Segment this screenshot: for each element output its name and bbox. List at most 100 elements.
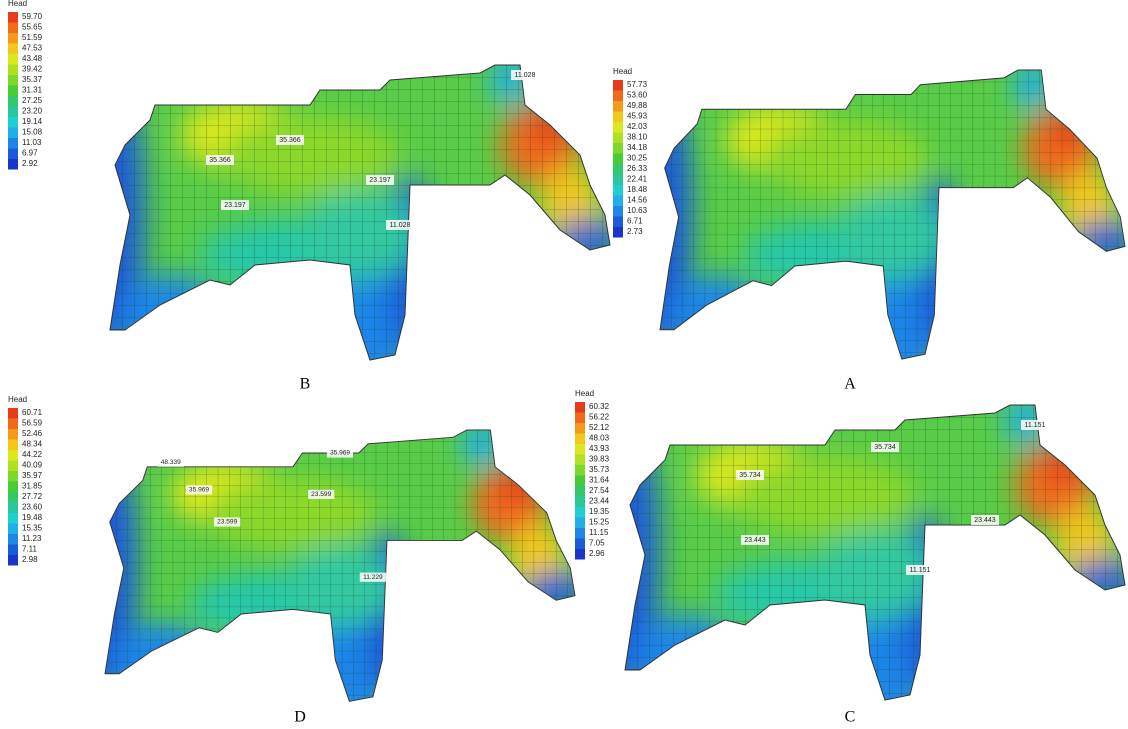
legend-value: 43.48	[22, 54, 43, 63]
legend-swatch	[8, 12, 18, 23]
legend-swatch	[8, 33, 18, 44]
legend-swatch	[575, 455, 585, 466]
legend-swatch	[8, 65, 18, 76]
map-fill	[590, 385, 1128, 725]
legend-swatch	[613, 206, 623, 217]
legend-value: 57.73	[627, 80, 648, 89]
legend-swatch	[8, 440, 18, 451]
panel-label: B	[300, 376, 311, 393]
legend-value: 48.34	[22, 440, 43, 449]
legend-value: 23.44	[589, 497, 610, 506]
legend-value: 44.22	[22, 450, 43, 459]
legend-swatch	[8, 555, 18, 566]
legend-value: 19.48	[22, 513, 43, 522]
legend-value: 52.46	[22, 429, 43, 438]
legend-swatch	[613, 227, 623, 238]
legend-value: 11.23	[22, 534, 42, 543]
legend-value: 14.56	[627, 196, 648, 205]
legend-swatch	[8, 513, 18, 524]
legend-swatch	[8, 419, 18, 430]
legend-value: 2.96	[589, 549, 605, 558]
legend-swatch	[575, 465, 585, 476]
legend-swatch	[575, 434, 585, 445]
legend-value: 27.54	[589, 486, 610, 495]
legend-swatch	[8, 23, 18, 34]
legend-value: 7.05	[589, 539, 605, 548]
panel: Head60.7156.5952.4648.3444.2240.0935.973…	[8, 395, 594, 726]
legend-value: 49.88	[627, 101, 648, 110]
legend-value: 15.35	[22, 524, 43, 533]
legend-value: 52.12	[589, 423, 610, 432]
contour-label: 11.229	[363, 574, 383, 581]
contour-label: 35.969	[189, 487, 209, 494]
legend-value: 31.31	[22, 86, 43, 95]
panel-label: D	[294, 709, 306, 726]
contour-label: 35.734	[874, 444, 896, 451]
legend-value: 2.73	[627, 227, 643, 236]
legend-swatch	[8, 138, 18, 149]
legend-value: 11.15	[589, 528, 609, 537]
contour-label: 48.339	[161, 459, 181, 466]
legend-value: 35.37	[22, 75, 43, 84]
contour-label: 23.599	[217, 519, 237, 526]
legend-value: 43.93	[589, 444, 610, 453]
legend-value: 31.85	[22, 482, 43, 491]
contour-label: 35.366	[279, 137, 301, 144]
legend-swatch	[575, 507, 585, 518]
legend-swatch	[8, 75, 18, 86]
legend-swatch	[613, 154, 623, 165]
legend-value: 6.97	[22, 149, 38, 158]
legend-swatch	[575, 486, 585, 497]
legend-value: 23.60	[22, 503, 43, 512]
legend-swatch	[575, 528, 585, 539]
legend-value: 27.72	[22, 492, 43, 501]
legend-value: 10.63	[627, 206, 648, 215]
legend-value: 35.73	[589, 465, 610, 474]
legend-swatch	[575, 444, 585, 455]
legend-title: Head	[8, 0, 27, 8]
legend-swatch	[8, 524, 18, 535]
legend-title: Head	[8, 395, 27, 404]
mesh-grid	[605, 385, 1128, 725]
legend-value: 19.35	[589, 507, 610, 516]
legend-value: 2.98	[22, 555, 38, 564]
contour-label: 35.734	[739, 472, 761, 479]
contour-label: 35.366	[209, 157, 231, 164]
legend-value: 2.92	[22, 159, 38, 168]
legend-value: 56.59	[22, 419, 43, 428]
legend-swatch	[613, 122, 623, 133]
mesh-grid	[641, 50, 1128, 383]
legend-value: 34.18	[627, 143, 648, 152]
legend-value: 6.71	[627, 217, 643, 226]
panel: Head57.7353.6049.8845.9342.0338.1034.183…	[613, 50, 1128, 392]
legend-swatch	[575, 518, 585, 529]
legend-value: 27.25	[22, 96, 43, 105]
legend-swatch	[8, 482, 18, 493]
legend-swatch	[613, 80, 623, 91]
legend-value: 59.70	[22, 12, 43, 21]
legend-value: 51.59	[22, 33, 43, 42]
legend-value: 30.25	[627, 154, 648, 163]
panel: Head60.3256.2252.1248.0343.9339.8335.733…	[575, 385, 1128, 726]
panel: Head59.7055.6551.5947.5343.4839.4235.373…	[8, 0, 630, 393]
legend-value: 31.64	[589, 476, 610, 485]
legend-swatch	[8, 149, 18, 160]
legend-swatch	[8, 117, 18, 128]
legend-swatch	[613, 175, 623, 186]
contour-label: 23.197	[224, 202, 246, 209]
contour-label: 11.151	[910, 567, 931, 574]
panel-label: C	[845, 709, 856, 726]
legend-swatch	[8, 471, 18, 482]
legend-swatch	[575, 549, 585, 560]
legend-swatch	[575, 402, 585, 413]
legend-swatch	[613, 143, 623, 154]
legend-swatch	[8, 44, 18, 55]
contour-label: 23.443	[744, 537, 766, 544]
legend-swatch	[8, 545, 18, 556]
legend-swatch	[8, 128, 18, 139]
legend-swatch	[8, 503, 18, 514]
legend-value: 26.33	[627, 164, 648, 173]
legend-value: 35.97	[22, 471, 43, 480]
contour-label: 23.443	[974, 517, 996, 524]
